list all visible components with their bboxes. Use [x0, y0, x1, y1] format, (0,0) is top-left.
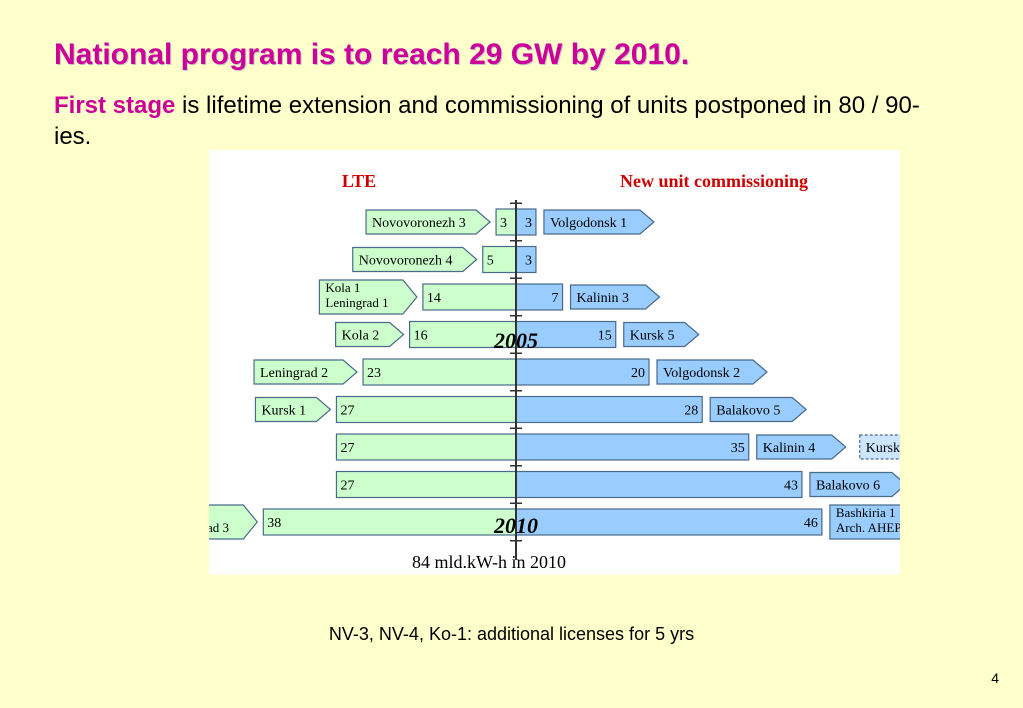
new-unit-value: 43 — [784, 479, 798, 494]
new-unit-value: 3 — [525, 254, 532, 269]
lte-unit-label: Leningrad 3 — [209, 520, 229, 535]
new-unit-arrow — [809, 471, 900, 498]
lte-unit-arrow — [254, 396, 332, 423]
new-unit-label: Arch. AHEP, BN-800 — [836, 520, 900, 535]
new-unit-label: Balakovo 6 — [816, 479, 880, 494]
axis-ticks — [510, 202, 522, 542]
new-unit-value: 28 — [684, 404, 698, 419]
lte-bar — [335, 395, 517, 424]
lte-unit-arrow — [253, 359, 358, 385]
new-unit-label: Kalinin 3 — [577, 291, 630, 306]
header-lte: LTE — [342, 171, 376, 191]
new-unit-arrow — [543, 209, 655, 235]
lte-bar — [362, 358, 517, 386]
header-new-units: New unit commissioning — [620, 171, 808, 191]
new-unit-value: 3 — [525, 216, 532, 231]
new-unit-value: 20 — [631, 366, 645, 381]
diagram-canvas: LTE New unit commissioning 3 3 Novovoronez… — [209, 171, 900, 572]
lte-bar — [335, 470, 517, 499]
new-unit-label: Kursk 5 — [630, 329, 675, 344]
subtitle-text: is lifetime extension and commissioning … — [54, 92, 920, 150]
lte-value: 3 — [500, 216, 507, 231]
page-number: 4 — [991, 670, 999, 686]
lte-unit-label: Kola 2 — [342, 329, 380, 344]
lte-value: 27 — [340, 404, 354, 419]
subtitle-highlight: First stage — [54, 92, 176, 119]
diagram-row: 3 3 Novovoronezh 3 Volgodonsk 1 — [365, 208, 655, 236]
new-unit-arrow — [656, 359, 768, 385]
lte-bar — [482, 245, 517, 274]
new-unit-label: Volgodonsk 1 — [550, 216, 627, 231]
lte-unit-arrow — [209, 504, 259, 540]
lte-value: 14 — [427, 291, 441, 306]
new-unit-value: 35 — [731, 441, 745, 456]
new-unit-label: Kalinin 4 — [763, 441, 816, 456]
diagram-row: 5 3 Novovoronezh 4 — [352, 245, 537, 274]
lte-unit-label: Kursk 1 — [261, 404, 306, 419]
lte-bar — [262, 508, 517, 536]
bottom-note: 84 mld.kW-h in 2010 — [412, 552, 566, 572]
diagram-row: 27 35 Kalinin 4 Kursk 6 — [335, 433, 900, 461]
lte-unit-label: Leningrad 2 — [260, 366, 328, 381]
lte-value: 27 — [340, 441, 354, 456]
year-2010-label: 2010 — [493, 513, 538, 538]
new-unit-arrow — [829, 504, 900, 540]
new-unit-bar — [515, 358, 650, 386]
new-unit-value: 46 — [804, 516, 818, 531]
slide-footnote: NV-3, NV-4, Ko-1: additional licenses fo… — [328, 624, 695, 644]
lte-unit-label: Novovoronezh 3 — [372, 216, 466, 231]
new-unit-value: 7 — [552, 291, 559, 306]
lte-value: 5 — [487, 254, 494, 269]
program-diagram: LTE New unit commissioning 3 3 Novovoronez… — [209, 150, 900, 575]
lte-value: 38 — [267, 516, 281, 531]
lte-unit-label: Kola 1 — [325, 280, 360, 295]
new-unit-arrow — [623, 321, 700, 348]
slide-title: National program is to reach 29 GW by 20… — [54, 38, 690, 71]
new-unit-bar — [515, 433, 750, 461]
lte-unit-arrow — [318, 279, 418, 315]
new-unit-bar — [515, 508, 823, 536]
new-unit-bar — [515, 470, 803, 499]
new-unit-arrow — [569, 284, 661, 310]
new-unit-label: Bashkiria 1 — [836, 505, 896, 520]
lte-value: 16 — [414, 329, 428, 344]
lte-unit-arrow — [352, 246, 478, 273]
new-unit-bar — [515, 395, 703, 424]
new-unit-label: Balakovo 5 — [716, 404, 780, 419]
lte-value: 23 — [367, 366, 381, 381]
lte-value: 27 — [340, 479, 354, 494]
diagram-row: 23 20 Leningrad 2 Volgodonsk 2 — [253, 358, 768, 386]
planned-unit-arrow — [859, 434, 900, 460]
diagram-rows: 3 3 Novovoronezh 3 Volgodonsk 1 5 3 Novovorone… — [209, 208, 900, 540]
lte-unit-arrow — [334, 321, 405, 348]
lte-bar — [335, 433, 517, 461]
lte-unit-label: Novovoronezh 4 — [359, 254, 453, 269]
planned-unit-label: Kursk 6 — [866, 441, 900, 456]
lte-unit-label: Leningrad 1 — [325, 295, 388, 310]
year-2005-label: 2005 — [493, 328, 538, 353]
new-unit-value: 15 — [598, 329, 612, 344]
lte-unit-arrow — [365, 209, 491, 235]
slide-subtitle: First stage is lifetime extension and co… — [54, 90, 954, 152]
diagram-row: 27 28 Kursk 1 Balakovo 5 — [254, 395, 808, 424]
new-unit-arrow — [709, 396, 808, 423]
new-unit-arrow — [756, 434, 847, 460]
new-unit-label: Volgodonsk 2 — [663, 366, 740, 381]
